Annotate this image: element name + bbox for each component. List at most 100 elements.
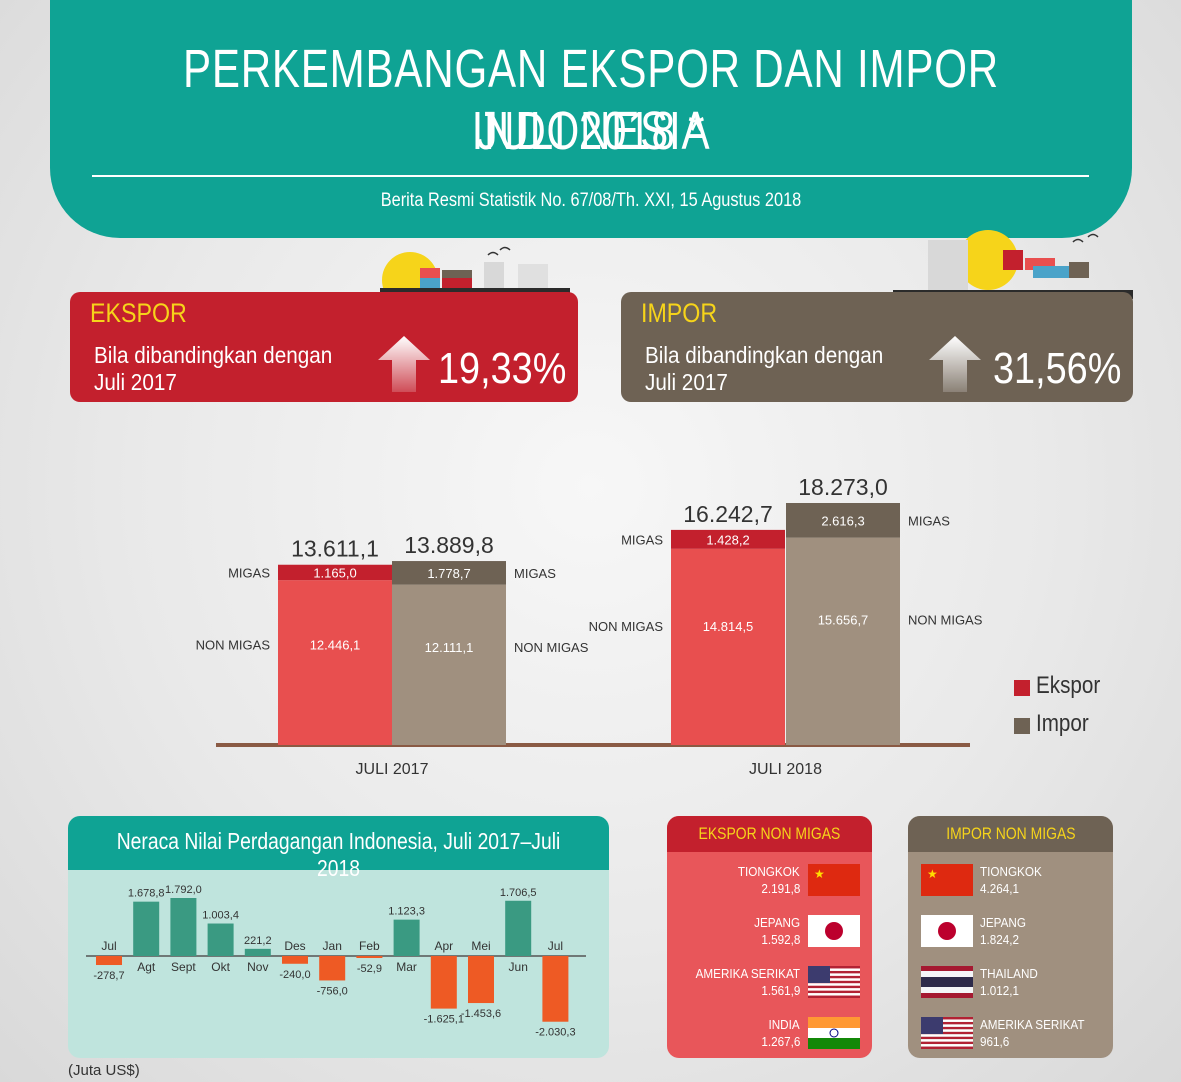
india-flag-icon bbox=[808, 1017, 860, 1049]
bar-surplus bbox=[505, 900, 532, 956]
country-name: TIONGKOK bbox=[980, 864, 1042, 879]
x-axis-label: JULI 2018 bbox=[749, 761, 822, 778]
impor-growth-value: 31,56% bbox=[993, 344, 1122, 393]
non-migas-segment-label: NON MIGAS bbox=[589, 619, 664, 634]
total-value-label: 13.611,1 bbox=[291, 536, 379, 562]
bar-value-label: 221,2 bbox=[244, 935, 272, 947]
arrow-up-icon bbox=[378, 336, 430, 392]
non-migas-value-label: 15.656,7 bbox=[818, 613, 869, 628]
month-label: Des bbox=[284, 939, 305, 953]
country-row: JEPANG 1.824,2 bbox=[908, 913, 1113, 953]
non-migas-value-label: 12.111,1 bbox=[425, 640, 474, 655]
migas-segment-label: MIGAS bbox=[621, 532, 663, 547]
bar-impor-non-migas bbox=[786, 537, 900, 745]
bar-value-label: -52,9 bbox=[357, 963, 382, 975]
impor-non-migas-panel: IMPOR NON MIGAS ★ TIONGKOK 4.264,1 JEPANG 1.… bbox=[908, 816, 1113, 1058]
country-row: INDIA 1.267,6 bbox=[667, 1015, 872, 1055]
non-migas-segment-label: NON MIGAS bbox=[514, 640, 589, 655]
migas-segment-label: MIGAS bbox=[228, 565, 270, 580]
arrow-up-icon bbox=[929, 336, 981, 392]
country-name: JEPANG bbox=[754, 915, 800, 930]
month-label: Jul bbox=[548, 939, 563, 953]
bar-deficit bbox=[356, 956, 383, 958]
ekspor-growth-period: Juli 2017 bbox=[94, 369, 177, 395]
header-banner: PERKEMBANGAN EKSPOR DAN IMPOR INDONESIA … bbox=[50, 0, 1132, 238]
country-name: AMERIKA SERIKAT bbox=[695, 966, 800, 981]
country-name: TIONGKOK bbox=[738, 864, 800, 879]
ekspor-growth-desc: Bila dibandingkan dengan bbox=[94, 342, 333, 368]
source-note: Berita Resmi Statistik No. 67/08/Th. XXI… bbox=[380, 190, 802, 211]
migas-value-label: 1.165,0 bbox=[313, 565, 356, 580]
ekspor-growth-card: EKSPOR Bila dibandingkan dengan Juli 201… bbox=[70, 292, 578, 402]
legend-swatch bbox=[1014, 680, 1030, 696]
impor-non-migas-title: IMPOR NON MIGAS bbox=[908, 816, 1113, 852]
legend-label: Ekspor bbox=[1036, 672, 1101, 699]
header-divider bbox=[92, 175, 1089, 177]
bar-impor-migas bbox=[786, 503, 900, 538]
bar-value-label: -756,0 bbox=[317, 985, 348, 997]
country-value: 1.824,2 bbox=[980, 932, 1020, 947]
impor-growth-title: IMPOR bbox=[641, 298, 718, 328]
svg-text:★: ★ bbox=[814, 867, 825, 881]
country-row: AMERIKA SERIKAT 961,6 bbox=[908, 1015, 1113, 1055]
bar-impor-migas bbox=[392, 561, 506, 585]
bar-value-label: -2.030,3 bbox=[535, 1027, 575, 1039]
japan-flag-icon bbox=[921, 915, 973, 947]
thailand-flag-icon bbox=[921, 966, 973, 998]
ekspor-non-migas-title: EKSPOR NON MIGAS bbox=[667, 816, 872, 852]
bar-deficit bbox=[468, 956, 494, 1004]
country-row: THAILAND 1.012,1 bbox=[908, 964, 1113, 1004]
legend-swatch bbox=[1014, 718, 1030, 734]
month-label: Nov bbox=[247, 960, 268, 974]
country-name: AMERIKA SERIKAT bbox=[980, 1017, 1085, 1032]
month-label: Jun bbox=[509, 960, 528, 974]
bar-deficit bbox=[542, 956, 569, 1022]
bar-value-label: -240,0 bbox=[279, 969, 310, 981]
bar-deficit bbox=[96, 956, 122, 966]
bar-surplus bbox=[170, 898, 197, 956]
neraca-title-bar: Neraca Nilai Perdagangan Indonesia, Juli… bbox=[68, 816, 609, 881]
month-label: Feb bbox=[359, 939, 380, 953]
bar-surplus bbox=[244, 948, 271, 956]
country-row: ★ TIONGKOK 2.191,8 bbox=[667, 862, 872, 902]
country-value: 4.264,1 bbox=[980, 881, 1020, 896]
country-value: 1.012,1 bbox=[980, 983, 1020, 998]
migas-value-label: 1.778,7 bbox=[427, 566, 470, 581]
china-flag-icon: ★ bbox=[808, 864, 860, 896]
neraca-title: Neraca Nilai Perdagangan Indonesia, Juli… bbox=[116, 828, 561, 881]
x-axis-label: JULI 2017 bbox=[356, 761, 429, 778]
bar-ekspor-migas bbox=[671, 529, 785, 549]
migas-value-label: 1.428,2 bbox=[706, 532, 749, 547]
month-label: Mei bbox=[471, 939, 490, 953]
bar-value-label: -1.453,6 bbox=[461, 1008, 501, 1020]
migas-segment-label: MIGAS bbox=[514, 566, 556, 581]
month-label: Mar bbox=[396, 960, 417, 974]
country-row: AMERIKA SERIKAT 1.561,9 bbox=[667, 964, 872, 1004]
bar-deficit bbox=[430, 956, 457, 1009]
country-value: 961,6 bbox=[980, 1034, 1010, 1049]
bar-surplus bbox=[207, 923, 234, 956]
month-label: Jan bbox=[323, 939, 342, 953]
bar-impor-non-migas bbox=[392, 584, 506, 745]
ekspor-growth-value: 19,33% bbox=[438, 344, 567, 393]
bar-deficit bbox=[319, 956, 346, 981]
non-migas-segment-label: NON MIGAS bbox=[196, 637, 271, 652]
non-migas-segment-label: NON MIGAS bbox=[908, 613, 983, 628]
month-label: Agt bbox=[137, 960, 156, 974]
bar-value-label: 1.123,3 bbox=[388, 906, 425, 918]
legend-label: Impor bbox=[1036, 710, 1089, 737]
month-label: Apr bbox=[434, 939, 453, 953]
country-value: 1.267,6 bbox=[760, 1034, 800, 1049]
total-value-label: 13.889,8 bbox=[404, 532, 494, 558]
bar-surplus bbox=[133, 901, 160, 956]
svg-text:★: ★ bbox=[927, 867, 938, 881]
usa-flag-icon bbox=[808, 966, 860, 998]
bar-value-label: -1.625,1 bbox=[424, 1014, 464, 1026]
bar-value-label: -278,7 bbox=[93, 970, 124, 982]
bar-ekspor-migas bbox=[278, 564, 392, 581]
china-flag-icon: ★ bbox=[921, 864, 973, 896]
impor-growth-card: IMPOR Bila dibandingkan dengan Juli 2017… bbox=[621, 292, 1133, 402]
migas-value-label: 2.616,3 bbox=[821, 513, 864, 528]
bar-value-label: 1.706,5 bbox=[500, 887, 537, 899]
country-value: 1.561,9 bbox=[760, 983, 800, 998]
